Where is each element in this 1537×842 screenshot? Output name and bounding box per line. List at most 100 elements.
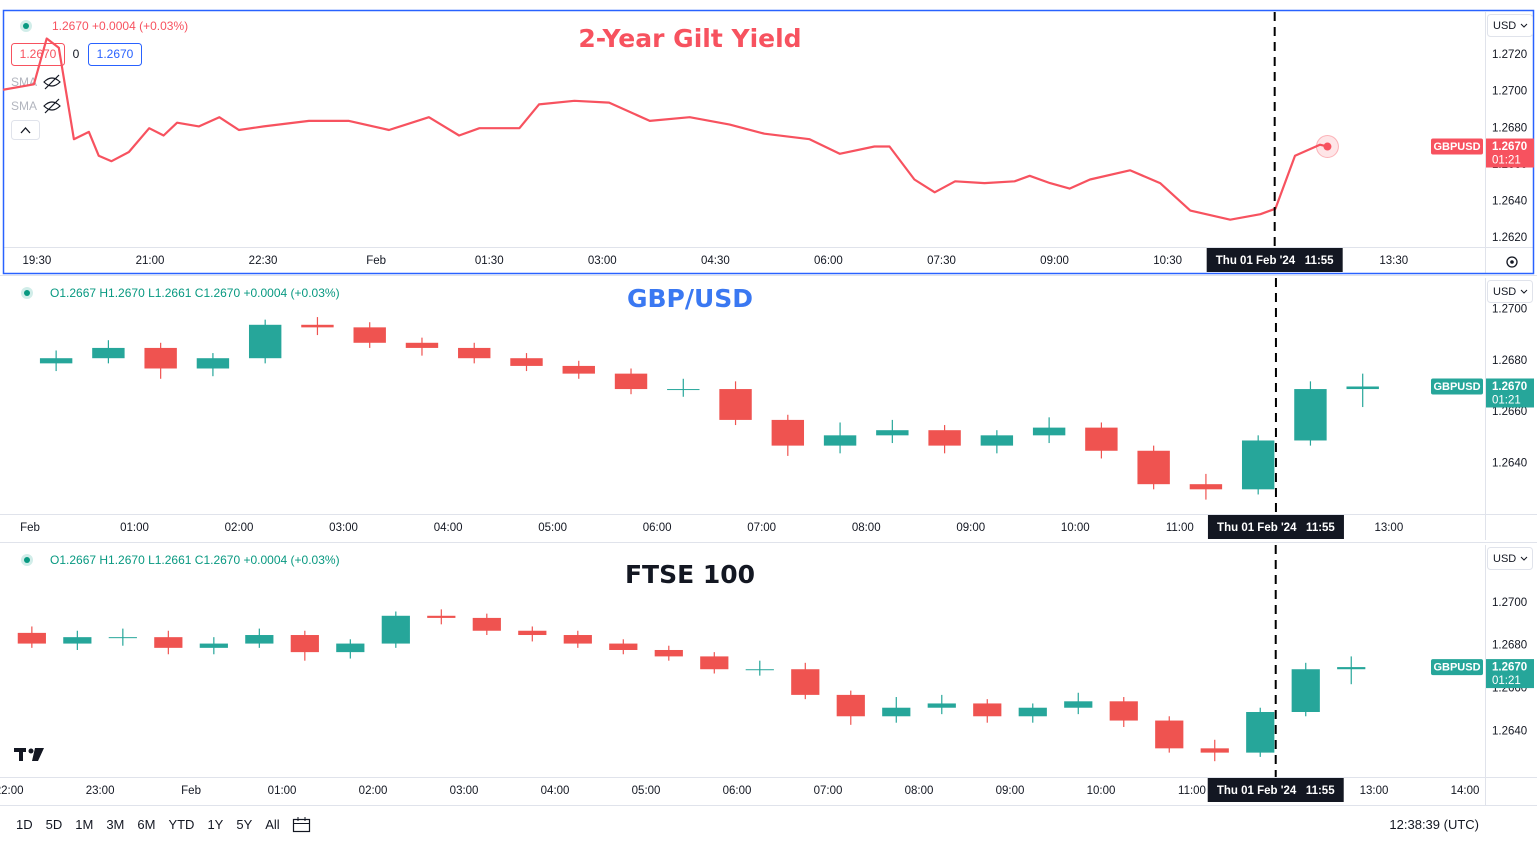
candle-body xyxy=(609,643,638,650)
sell-price[interactable]: 1.2670 xyxy=(20,47,57,61)
range-button[interactable]: All xyxy=(265,817,280,832)
range-button[interactable]: 6M xyxy=(137,817,156,832)
price-tag-label: 1.2670 xyxy=(1492,381,1527,393)
x-tick-label: 11:00 xyxy=(1178,785,1206,797)
buy-price[interactable]: 1.2670 xyxy=(97,47,134,61)
candle-body xyxy=(336,643,365,653)
y-tick-label: 1.2660 xyxy=(1492,406,1527,418)
range-button[interactable]: 5D xyxy=(45,817,63,832)
indicator-label[interactable]: SMA xyxy=(11,99,37,113)
range-button[interactable]: 1M xyxy=(75,817,94,832)
x-tick-label: 03:00 xyxy=(450,785,479,797)
range-button[interactable]: 1Y xyxy=(207,817,224,832)
date-range-icon[interactable] xyxy=(292,816,312,834)
x-tick-label: 23:00 xyxy=(86,785,115,797)
x-tick-label: 03:00 xyxy=(329,522,358,534)
range-button[interactable]: 5Y xyxy=(236,817,253,832)
x-tick-label: 04:00 xyxy=(434,522,463,534)
buy-box[interactable] xyxy=(88,43,142,66)
crosshair-label: Thu 01 Feb '24 11:55 xyxy=(1216,255,1334,267)
legend-ohlc: O1.2667 H1.2670 L1.2661 C1.2670 +0.0004 … xyxy=(50,286,340,300)
x-tick-label: 07:30 xyxy=(927,255,956,267)
pane-title: GBP/USD xyxy=(627,284,753,313)
range-button[interactable]: 3M xyxy=(106,817,125,832)
candle-body xyxy=(92,347,125,359)
collapse-button[interactable] xyxy=(11,120,40,140)
candle-body xyxy=(667,389,700,391)
candle-body xyxy=(1291,669,1320,712)
candle-body xyxy=(700,656,729,670)
crosshair-label-bg xyxy=(1207,515,1344,539)
plot-area xyxy=(39,317,1379,500)
price-tag-label: 1.2670 xyxy=(1492,662,1527,674)
x-tick-label: 21:00 xyxy=(136,255,165,267)
currency-button[interactable] xyxy=(1487,547,1533,570)
x-tick-label: 05:00 xyxy=(632,785,661,797)
x-tick-label: 08:00 xyxy=(852,522,881,534)
candle-body xyxy=(290,635,319,653)
y-tick-label: 1.2680 xyxy=(1492,122,1527,134)
y-tick-label: 1.2680 xyxy=(1492,355,1527,367)
sell-box[interactable] xyxy=(11,43,65,66)
x-tick-label: Feb xyxy=(181,785,201,797)
candle-body xyxy=(301,324,334,328)
dropdown-icon[interactable] xyxy=(1520,289,1528,294)
x-tick-label: 22:00 xyxy=(0,785,23,797)
candle-body xyxy=(1241,440,1275,490)
currency-button[interactable] xyxy=(1487,14,1533,37)
candle-body xyxy=(1294,389,1327,441)
candle-body xyxy=(39,358,73,364)
candle-body xyxy=(510,358,543,366)
price-tag-countdown: 01:21 xyxy=(1492,155,1521,167)
status-dot xyxy=(23,23,29,29)
candle-body xyxy=(1189,484,1223,490)
price-tag-countdown: 01:21 xyxy=(1492,675,1521,687)
candle-body xyxy=(928,430,961,446)
x-tick-label: 06:00 xyxy=(814,255,843,267)
candle-body xyxy=(562,365,595,374)
status-dot xyxy=(24,290,30,296)
x-tick-label: 08:00 xyxy=(905,785,934,797)
x-tick-label: 01:30 xyxy=(475,255,504,267)
clock: 12:38:39 (UTC) xyxy=(1389,817,1479,832)
candle-body xyxy=(719,389,752,420)
symbol-tag xyxy=(1431,659,1483,676)
candle-body xyxy=(771,419,805,446)
settings-icon[interactable] xyxy=(1510,260,1514,264)
candle-body xyxy=(1064,701,1093,708)
candle-body xyxy=(1137,450,1170,485)
currency-label[interactable]: USD xyxy=(1493,553,1516,565)
crosshair-label-bg xyxy=(1206,248,1343,272)
x-tick-label: 14:00 xyxy=(1451,785,1480,797)
dropdown-icon[interactable] xyxy=(1520,556,1528,561)
symbol-tag-label: GBPUSD xyxy=(1433,662,1480,674)
hide-icon[interactable] xyxy=(43,74,61,90)
y-tick-label: 1.2640 xyxy=(1492,725,1527,737)
crosshair-label: Thu 01 Feb '24 11:55 xyxy=(1217,785,1335,797)
y-tick-label: 1.2640 xyxy=(1492,458,1527,470)
candle-body xyxy=(927,703,956,708)
candle-body xyxy=(836,694,865,717)
settings-icon[interactable] xyxy=(1506,256,1518,268)
collapse-icon[interactable] xyxy=(20,127,31,134)
chart-area: 1.2670 +0.0004 (+0.03%) 1.2670 0 1.2670 … xyxy=(0,9,1537,806)
currency-label[interactable]: USD xyxy=(1493,20,1516,32)
y-tick-label: 1.2640 xyxy=(1492,195,1527,207)
plot-area xyxy=(17,609,1366,762)
symbol-tag-label: GBPUSD xyxy=(1433,141,1480,153)
x-tick-label: 22:30 xyxy=(249,255,278,267)
logo xyxy=(14,748,44,761)
currency-button[interactable] xyxy=(1487,280,1533,303)
range-button[interactable]: 1D xyxy=(16,817,33,832)
currency-label[interactable]: USD xyxy=(1493,286,1516,298)
x-tick-label: 13:30 xyxy=(1379,255,1408,267)
candle-body xyxy=(745,669,774,671)
x-tick-label: 07:00 xyxy=(747,522,776,534)
dropdown-icon[interactable] xyxy=(1520,23,1528,28)
candle-body xyxy=(245,635,274,644)
hide-icon[interactable] xyxy=(43,98,61,114)
x-tick-label: 06:00 xyxy=(723,785,752,797)
candle-body xyxy=(17,632,46,644)
range-button[interactable]: YTD xyxy=(168,817,195,832)
candle-body xyxy=(882,707,911,717)
